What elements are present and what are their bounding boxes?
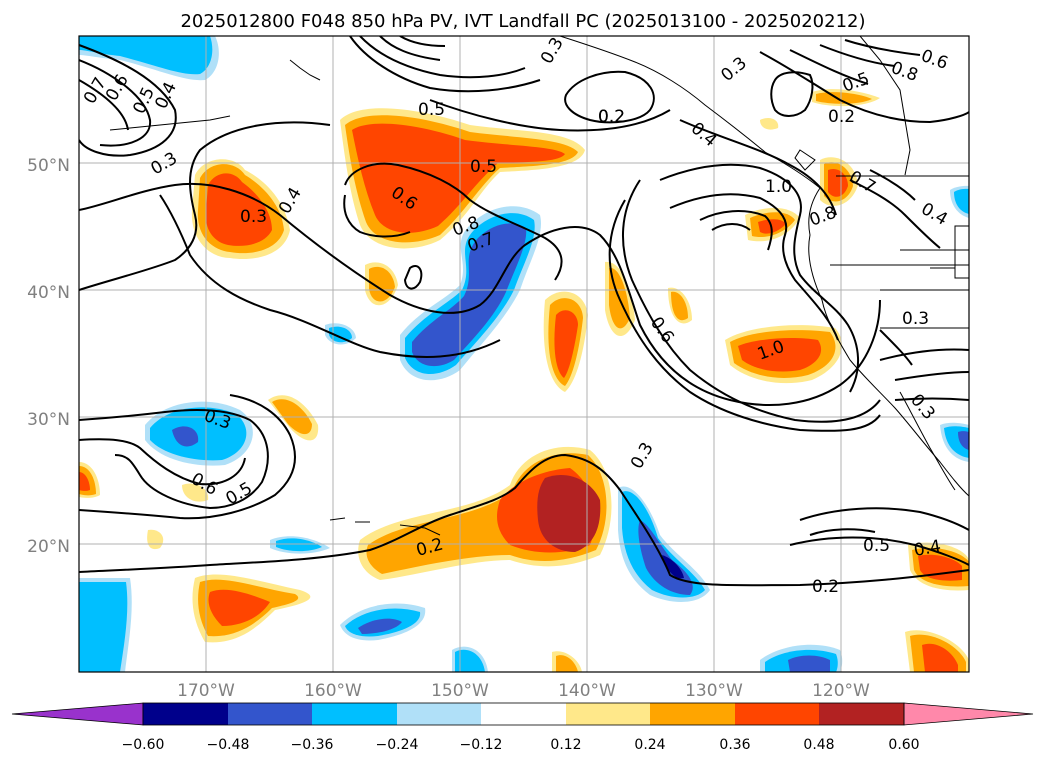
colorbar-bin <box>228 703 312 725</box>
lon-label: 170°W <box>177 681 235 701</box>
colorbar-tick-label: 0.48 <box>803 737 834 753</box>
contour-label: 0.2 <box>812 577 839 597</box>
lon-axis-labels: 170°W 160°W 150°W 140°W 130°W 120°W <box>177 681 870 701</box>
contour-label: 0.5 <box>863 536 890 556</box>
contour-label: 0.4 <box>912 537 942 561</box>
colorbar-tick-label: −0.12 <box>460 737 503 753</box>
shade-neg-048 <box>662 555 684 579</box>
colorbar: −0.60 −0.48 −0.36 −0.24 −0.12 0.12 0.24 … <box>11 702 1034 753</box>
lat-label: 40°N <box>27 283 70 303</box>
colorbar-min-extend <box>11 702 144 726</box>
lon-label: 130°W <box>685 681 743 701</box>
map-panel: 0.7 0.6 0.5 0.4 0.3 0.3 0.2 0.5 0.6 0.8 … <box>78 34 970 673</box>
colorbar-tick-label: −0.36 <box>291 737 334 753</box>
pv-shading <box>79 36 969 672</box>
colorbar-tick-label: 0.24 <box>634 737 665 753</box>
colorbar-max-extend <box>903 702 1034 726</box>
colorbar-frame <box>142 702 905 726</box>
contour-label: 0.2 <box>598 107 625 127</box>
figure-title: 2025012800 F048 850 hPa PV, IVT Landfall… <box>180 11 865 32</box>
coastlines <box>109 36 969 536</box>
colorbar-bin <box>143 703 228 725</box>
colorbar-bin <box>481 703 566 725</box>
colorbar-bin <box>312 703 397 725</box>
contour-label: 0.3 <box>240 207 267 227</box>
lat-label: 30°N <box>27 410 70 430</box>
map-frame <box>78 35 970 673</box>
colorbar-ticks: −0.60 −0.48 −0.36 −0.24 −0.12 0.12 0.24 … <box>122 737 920 753</box>
contour-label: 1.0 <box>765 177 792 197</box>
lon-label: 150°W <box>431 681 489 701</box>
colorbar-tick-label: 0.12 <box>550 737 581 753</box>
lon-label: 120°W <box>812 681 870 701</box>
contour-label: 0.3 <box>902 309 929 329</box>
contour-label: 0.2 <box>598 107 625 127</box>
contour-label: 0.5 <box>470 157 497 177</box>
contour-lines <box>79 36 969 587</box>
colorbar-bin <box>566 703 650 725</box>
lon-label: 140°W <box>558 681 616 701</box>
colorbar-bin <box>735 703 819 725</box>
lon-label: 160°W <box>304 681 362 701</box>
colorbar-tick-label: 0.60 <box>888 737 919 753</box>
colorbar-tick-label: −0.24 <box>376 737 419 753</box>
colorbar-tick-label: −0.48 <box>207 737 250 753</box>
shade-pos-048 <box>537 474 601 552</box>
gridlines <box>79 36 969 672</box>
contour-label: 0.5 <box>418 100 445 120</box>
lat-label: 50°N <box>27 156 70 176</box>
contour-label: 0.2 <box>828 107 855 127</box>
colorbar-bin <box>819 703 904 725</box>
colorbar-bin <box>650 703 735 725</box>
lat-label: 20°N <box>27 537 70 557</box>
colorbar-bin <box>397 703 481 725</box>
lat-axis-labels: 20°N 30°N 40°N 50°N <box>27 156 70 557</box>
colorbar-tick-label: −0.60 <box>122 737 165 753</box>
colorbar-tick-label: 0.36 <box>719 737 750 753</box>
